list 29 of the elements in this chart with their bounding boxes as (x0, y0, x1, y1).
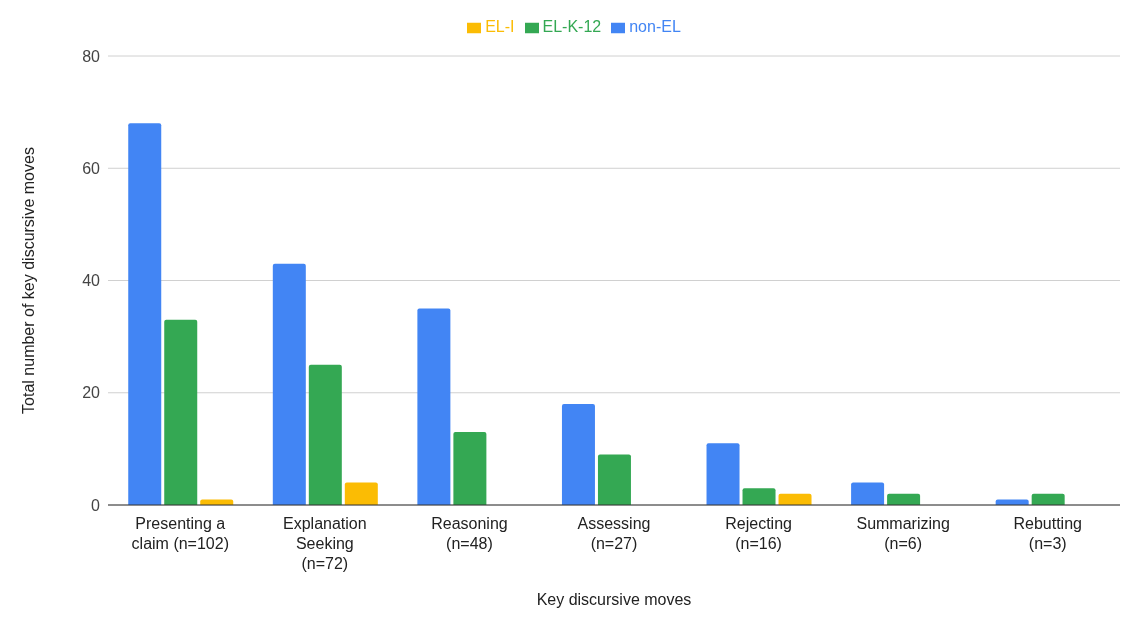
x-tick-label: Assessing (n=27) (577, 515, 651, 552)
bar (453, 432, 487, 505)
bar (417, 308, 451, 505)
x-tick-label: Summarizing (n=6) (856, 515, 950, 552)
y-axis-title: Total number of key discursive moves (19, 147, 37, 414)
y-tick-label: 40 (82, 272, 101, 290)
x-tick-label: Presenting a claim (n=102) (131, 515, 229, 552)
y-tick-label: 80 (82, 47, 101, 65)
y-tick-label: 0 (91, 496, 101, 514)
legend-label: EL-I (485, 18, 515, 35)
legend-label: EL-K-12 (542, 18, 602, 35)
legend-label: non-EL (629, 18, 681, 35)
x-tick-label: Rebutting (n=3) (1013, 515, 1082, 552)
bar (561, 403, 595, 505)
bar (742, 488, 776, 505)
bar (344, 482, 378, 505)
x-tick-label: Rejecting (n=16) (725, 515, 792, 552)
bar (164, 319, 198, 505)
bar (851, 482, 885, 505)
y-tick-label: 20 (82, 384, 101, 402)
bar (706, 443, 740, 505)
y-tick-label: 60 (82, 159, 101, 177)
x-axis-title: Key discursive moves (536, 591, 692, 608)
bar (272, 263, 306, 505)
bar (308, 364, 342, 505)
x-tick-label: Reasoning (n=48) (431, 515, 508, 552)
bar (597, 454, 631, 505)
x-tick-label: Explanation Seeking (n=72) (283, 515, 367, 572)
bar (128, 123, 162, 505)
